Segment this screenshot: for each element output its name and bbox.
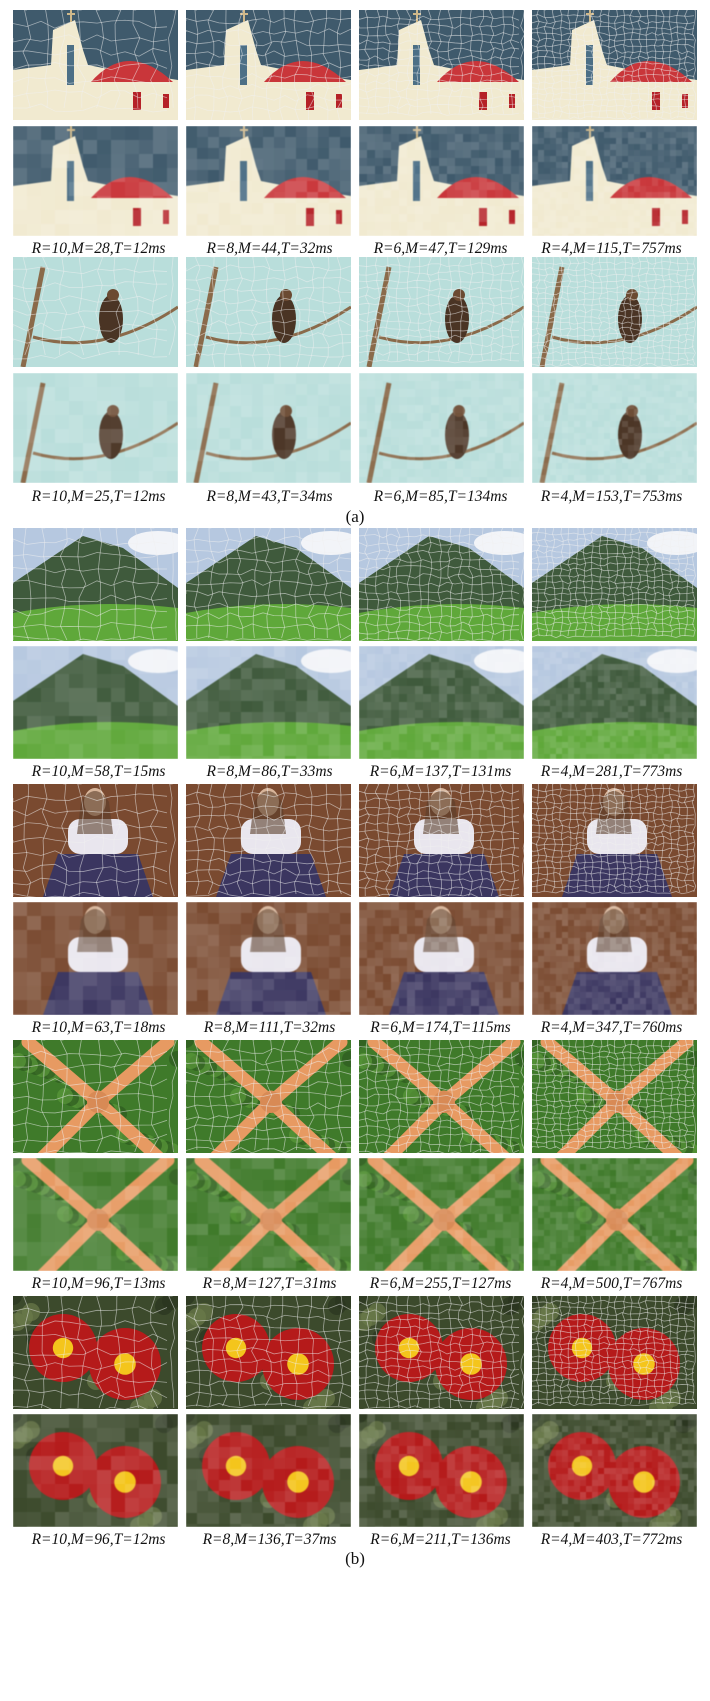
starfish-mosaic-image [532, 1158, 697, 1271]
bird-boundary-image [13, 257, 178, 367]
superpixel-boundary-row [13, 1040, 697, 1153]
flowers-boundary-image [359, 1296, 524, 1409]
woman-boundary-image [359, 784, 524, 897]
church-boundary-image [532, 10, 697, 120]
parameter-caption: R=6,M=211,T=136ms [370, 1531, 511, 1548]
caption-row: R=10,M=63,T=18ms R=8,M=111,T=32ms R=6,M=17… [13, 1019, 697, 1037]
woman-boundary-image [532, 784, 697, 897]
starfish-boundary-image [359, 1040, 524, 1153]
caption-row: R=10,M=58,T=15ms R=8,M=86,T=33ms R=6,M=137… [13, 763, 697, 781]
parameter-caption: R=6,M=85,T=134ms [373, 488, 508, 505]
mountain-mosaic-image [532, 646, 697, 759]
mountain-boundary-image [532, 528, 697, 641]
flowers-boundary-image [13, 1296, 178, 1409]
flowers-mosaic-image [13, 1414, 178, 1527]
parameter-caption: R=4,M=153,T=753ms [540, 488, 683, 505]
bird-boundary-image [532, 257, 697, 367]
parameter-caption: R=10,M=28,T=12ms [31, 240, 166, 257]
panel-label: (a) [345, 507, 365, 526]
superpixel-boundary-row [13, 1296, 697, 1409]
flowers-boundary-image [186, 1296, 351, 1409]
caption-row: R=10,M=96,T=13ms R=8,M=127,T=31ms R=6,M=25… [13, 1275, 697, 1293]
parameter-caption: R=8,M=136,T=37ms [202, 1531, 337, 1548]
church-mosaic-image [359, 126, 524, 236]
panel-label: (b) [345, 1549, 365, 1568]
parameter-caption: R=8,M=44,T=32ms [206, 240, 333, 257]
church-mosaic-image [532, 126, 697, 236]
church-mosaic-image [13, 126, 178, 236]
woman-mosaic-image [359, 902, 524, 1015]
superpixel-mean-color-row [13, 126, 697, 236]
bird-mosaic-image [532, 373, 697, 483]
superpixel-boundary-row [13, 10, 697, 120]
superpixel-mean-color-row [13, 1158, 697, 1271]
parameter-caption: R=8,M=127,T=31ms [202, 1275, 337, 1292]
starfish-mosaic-image [359, 1158, 524, 1271]
superpixel-mean-color-row [13, 646, 697, 759]
parameter-caption: R=8,M=86,T=33ms [206, 763, 333, 780]
flowers-mosaic-image [186, 1414, 351, 1527]
woman-boundary-image [186, 784, 351, 897]
mountain-boundary-image [186, 528, 351, 641]
parameter-caption: R=4,M=281,T=773ms [540, 763, 683, 780]
mountain-mosaic-image [359, 646, 524, 759]
starfish-boundary-image [186, 1040, 351, 1153]
bird-boundary-image [186, 257, 351, 367]
starfish-mosaic-image [186, 1158, 351, 1271]
woman-boundary-image [13, 784, 178, 897]
church-boundary-image [186, 10, 351, 120]
bird-boundary-image [359, 257, 524, 367]
starfish-mosaic-image [13, 1158, 178, 1271]
parameter-caption: R=10,M=25,T=12ms [31, 488, 166, 505]
parameter-caption: R=6,M=137,T=131ms [369, 763, 512, 780]
parameter-caption: R=6,M=47,T=129ms [373, 240, 508, 257]
starfish-boundary-image [532, 1040, 697, 1153]
woman-mosaic-image [186, 902, 351, 1015]
bird-mosaic-image [13, 373, 178, 483]
parameter-caption: R=6,M=174,T=115ms [370, 1019, 511, 1036]
flowers-mosaic-image [359, 1414, 524, 1527]
mountain-mosaic-image [186, 646, 351, 759]
flowers-mosaic-image [532, 1414, 697, 1527]
parameter-caption: R=8,M=43,T=34ms [206, 488, 333, 505]
parameter-caption: R=10,M=96,T=13ms [31, 1275, 166, 1292]
superpixel-mean-color-row [13, 373, 697, 483]
bird-mosaic-image [186, 373, 351, 483]
parameter-caption: R=4,M=115,T=757ms [541, 240, 682, 257]
superpixel-boundary-row [13, 257, 697, 367]
caption-row: R=10,M=25,T=12ms R=8,M=43,T=34ms R=6,M=85,… [13, 488, 697, 506]
caption-row: R=10,M=28,T=12ms R=8,M=44,T=32ms R=6,M=47,… [13, 240, 697, 258]
mountain-mosaic-image [13, 646, 178, 759]
parameter-caption: R=4,M=347,T=760ms [540, 1019, 683, 1036]
mountain-boundary-image [13, 528, 178, 641]
mountain-boundary-image [359, 528, 524, 641]
parameter-caption: R=6,M=255,T=127ms [369, 1275, 512, 1292]
woman-mosaic-image [13, 902, 178, 1015]
woman-mosaic-image [532, 902, 697, 1015]
starfish-boundary-image [13, 1040, 178, 1153]
church-mosaic-image [186, 126, 351, 236]
superpixel-mean-color-row [13, 902, 697, 1015]
parameter-caption: R=4,M=403,T=772ms [540, 1531, 683, 1548]
parameter-caption: R=8,M=111,T=32ms [203, 1019, 336, 1036]
church-boundary-image [13, 10, 178, 120]
parameter-caption: R=10,M=63,T=18ms [31, 1019, 166, 1036]
caption-row: R=10,M=96,T=12ms R=8,M=136,T=37ms R=6,M=21… [13, 1531, 697, 1549]
church-boundary-image [359, 10, 524, 120]
parameter-caption: R=10,M=58,T=15ms [31, 763, 166, 780]
superpixel-boundary-row [13, 528, 697, 641]
parameter-caption: R=4,M=500,T=767ms [540, 1275, 683, 1292]
superpixel-boundary-row [13, 784, 697, 897]
parameter-caption: R=10,M=96,T=12ms [31, 1531, 166, 1548]
flowers-boundary-image [532, 1296, 697, 1409]
bird-mosaic-image [359, 373, 524, 483]
superpixel-mean-color-row [13, 1414, 697, 1527]
